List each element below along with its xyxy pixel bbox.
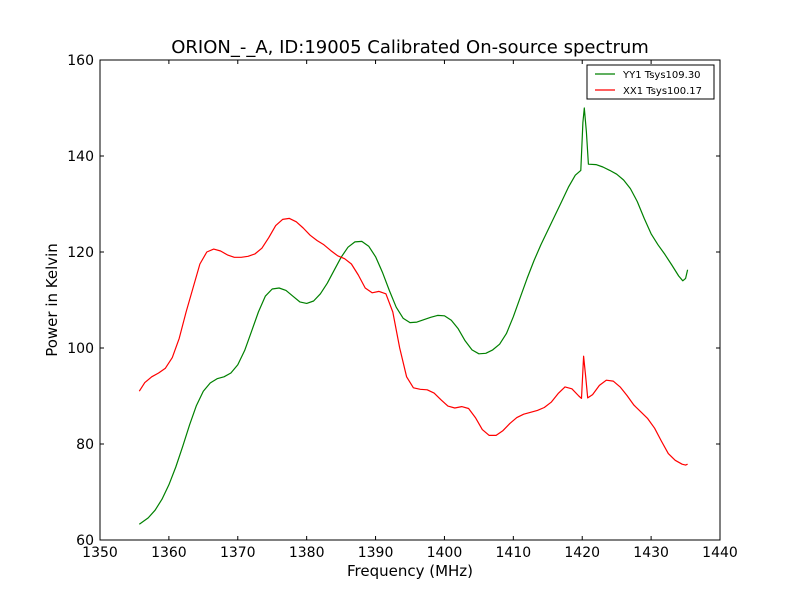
- x-tick-label: 1400: [427, 545, 463, 561]
- y-tick-label: 80: [76, 437, 94, 453]
- y-tick-label: 160: [67, 53, 94, 69]
- x-tick-label: 1420: [564, 545, 600, 561]
- y-tick-label: 60: [76, 533, 94, 549]
- series-line-yy1: [138, 107, 689, 525]
- x-tick-label: 1410: [496, 545, 532, 561]
- x-tick-label: 1350: [82, 545, 118, 561]
- legend-box: [586, 64, 715, 100]
- legend-label: YY1 Tsys109.30: [622, 70, 701, 81]
- x-tick-label: 1430: [633, 545, 669, 561]
- chart-title: ORION_-_A, ID:19005 Calibrated On-source…: [171, 37, 649, 58]
- x-tick-label: 1370: [220, 545, 256, 561]
- axis-ticks: 1350 1360 1370 1380 1390 1400 1410 1420 1430 1440…: [67, 53, 738, 561]
- series-line-xx1: [138, 217, 688, 466]
- plot-frame: [99, 59, 721, 541]
- legend-label: XX1 Tsys100.17: [623, 86, 702, 97]
- y-tick-label: 120: [67, 245, 94, 261]
- x-axis-label: Frequency (MHz): [347, 562, 473, 580]
- y-tick-label: 140: [67, 149, 94, 165]
- x-tick-label: 1360: [151, 545, 187, 561]
- legend: YY1 Tsys109.30 XX1 Tsys100.17: [586, 64, 715, 100]
- plot-area: [99, 59, 721, 541]
- y-axis-label: Power in Kelvin: [43, 243, 61, 357]
- x-tick-label: 1380: [289, 545, 325, 561]
- x-tick-label: 1390: [358, 545, 394, 561]
- y-tick-label: 100: [67, 341, 94, 357]
- series-lines: [138, 107, 689, 525]
- x-tick-label: 1440: [702, 545, 738, 561]
